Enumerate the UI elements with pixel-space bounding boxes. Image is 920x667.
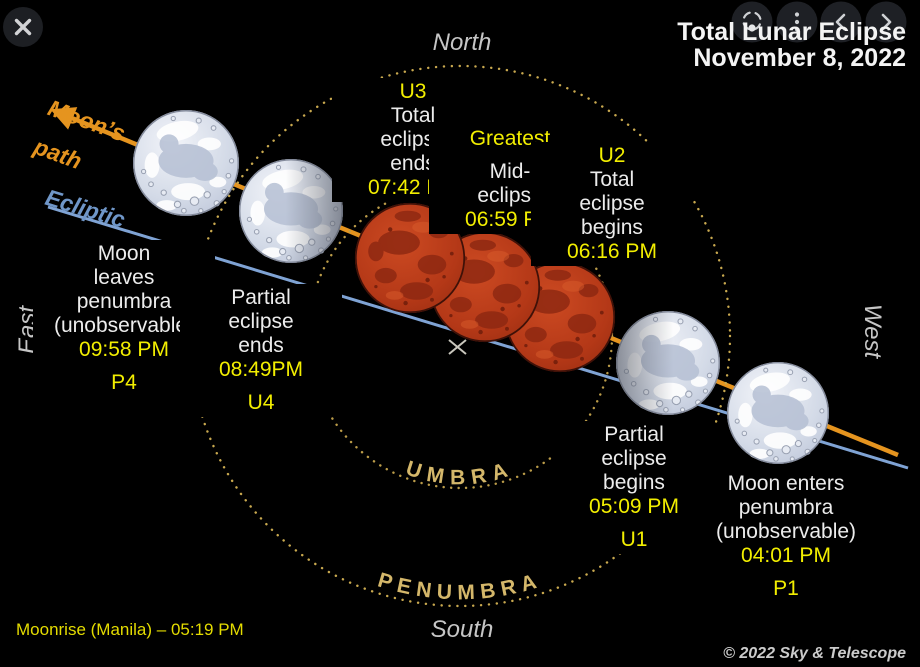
callout-u4-partial-eclipse-ends: Partial eclipse ends 08:49PM U4 (180, 284, 342, 417)
event-code: Greatest (469, 127, 551, 150)
page-title: Total Lunar Eclipse November 8, 2022 (677, 19, 906, 71)
moon-2-partial-ends (238, 158, 344, 264)
compass-north: North (432, 29, 492, 56)
callout-u2-total-eclipse-begins: U2 Total eclipse begins 06:16 PM (531, 142, 693, 266)
close-icon (3, 7, 43, 47)
event-code: P4 (111, 371, 137, 394)
event-code: P1 (773, 577, 799, 600)
event-time: 08:49PM (218, 358, 304, 381)
lens-icon (731, 1, 773, 43)
more-options-button[interactable] (776, 1, 818, 43)
close-button[interactable] (2, 6, 44, 48)
event-time: 05:09 PM (589, 495, 679, 518)
next-image-button[interactable] (865, 1, 907, 43)
shadow-center-cross (448, 339, 467, 355)
event-code: U3 (399, 80, 427, 103)
callout-p1-moon-enters-penumbra: Moon enters penumbra (unobservable) 04:0… (695, 470, 877, 603)
event-time: 06:16 PM (567, 240, 657, 263)
event-code: U1 (620, 528, 648, 551)
moon-1-leaves-penumbra (132, 109, 240, 217)
compass-south: South (430, 616, 494, 643)
moon-6-partial-begins (615, 310, 721, 416)
event-time: 09:58 PM (79, 338, 169, 361)
eclipse-date: November 8, 2022 (693, 44, 906, 72)
chevron-left-icon (820, 1, 862, 43)
previous-image-button[interactable] (820, 1, 862, 43)
compass-west: West (859, 303, 886, 359)
penumbra-circle (188, 64, 732, 608)
event-code: U2 (598, 144, 626, 167)
chevron-right-icon (865, 1, 907, 43)
event-time: 04:01 PM (741, 544, 831, 567)
umbra-circle (306, 182, 614, 490)
search-lens-button[interactable] (731, 1, 773, 43)
moonrise-note: Moonrise (Manila) – 05:19 PM (16, 620, 244, 639)
copyright-credit: © 2022 Sky & Telescope (723, 645, 906, 662)
event-code: U4 (247, 391, 275, 414)
kebab-menu-icon (776, 1, 818, 43)
eclipse-title: Total Lunar Eclipse (677, 18, 906, 46)
moon-7-enters-penumbra (726, 361, 830, 465)
umbra-ring-label: UMBRA (403, 457, 517, 490)
callout-u1-partial-eclipse-begins: Partial eclipse begins 05:09 PM U1 (553, 421, 715, 554)
